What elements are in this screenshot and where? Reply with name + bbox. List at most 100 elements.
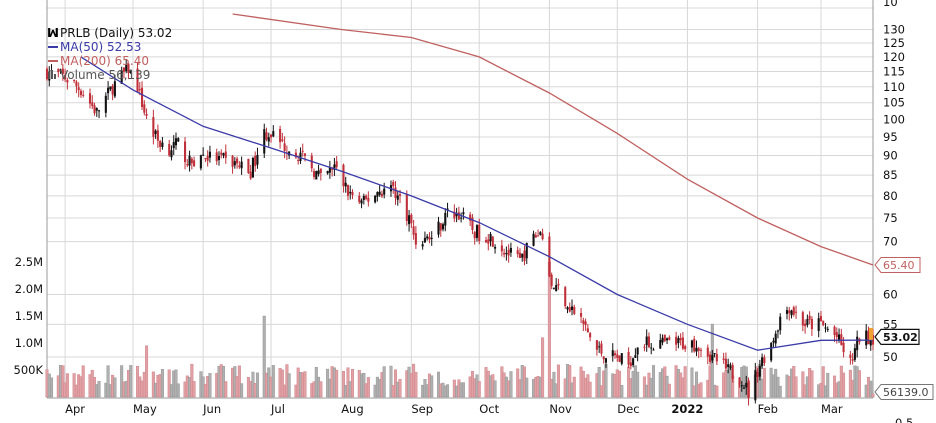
candle-body [505,253,508,255]
volume-bar [597,367,601,398]
candle-body [358,195,361,203]
candle-body [238,165,241,168]
candle-body [620,353,623,364]
candle-body [398,194,402,196]
candle-body [297,160,300,162]
x-tick-label: Oct [479,402,499,416]
candle-body [394,187,397,198]
volume-bar [414,371,418,398]
candle-body [636,347,639,355]
volume-bar [280,369,284,398]
grid [46,0,874,399]
candle-body [668,337,671,340]
volume-bar [174,369,178,398]
candle-body [810,319,813,330]
candle-body [154,130,157,134]
candle-body [679,338,682,341]
candle-body [392,182,395,187]
candle-body [294,152,297,158]
candle-body [312,171,316,177]
candle-body [79,90,82,96]
candle-body [690,340,694,348]
candle-body [589,333,592,338]
price-tick-label: 10 [883,0,898,9]
volume-bar [620,385,624,398]
candle-body [580,312,583,317]
candle-body [804,323,807,327]
candle-body [367,197,370,202]
candle-body [584,321,587,326]
candle-body [695,347,698,352]
candle-body [722,358,725,360]
candle-body [441,224,445,230]
volume-bar [255,372,259,398]
candle-body [127,63,130,74]
candle-body [842,342,845,353]
candle-body [88,93,92,104]
candle-body [437,221,440,235]
candle-body [666,338,669,341]
candle-body [374,195,377,203]
candle-body [650,347,653,349]
candle-body [475,225,479,238]
candle-body [183,141,187,163]
candle-body [460,217,463,219]
candle-body [317,170,320,175]
volume-bar [446,384,450,398]
volume-bar [192,381,196,398]
ma50-line [80,56,874,351]
candle-body [817,318,820,331]
candle-body [351,192,354,195]
candle-body [770,342,773,361]
volume-bar [794,376,798,398]
volume-bar [572,376,576,398]
candle-body [45,68,49,80]
candle-body [806,319,809,326]
candle-body [326,170,329,174]
candle-body [319,168,322,173]
candle-body [376,192,379,197]
legend-ma200: MA(200) 65.40 [60,54,149,68]
candle-body [174,138,178,146]
candle-body [473,232,476,239]
candle-body [254,155,257,167]
candle-body [516,250,519,255]
candle-body [681,337,684,349]
candle-body [534,235,537,238]
candle-body [396,195,399,200]
price-tick-label: 100 [883,112,905,126]
price-tick-label: 80 [883,189,898,203]
candle-body [346,184,350,196]
candle-body [776,330,780,332]
candle-body [269,134,273,138]
candle-body [568,307,571,312]
candle-body [582,320,585,324]
candle-body [586,328,589,333]
candle-body [97,110,101,112]
candle-body [566,307,569,310]
candle-body [61,68,64,74]
candle-body [303,153,307,156]
volume-bar [636,371,640,398]
candle-body [217,155,221,161]
volume-bar [810,370,814,398]
svg-text:65.40: 65.40 [883,259,915,272]
price-tick-label: 115 [883,65,905,79]
candle-body [706,347,709,357]
candle-body [188,155,191,166]
candle-body [824,327,827,329]
candle-body [602,356,605,360]
volume-bar [271,365,275,398]
candle-body [145,113,148,116]
volume-bar [120,365,124,398]
volume-bar [351,368,355,398]
candle-body [267,137,270,142]
candle-body [785,310,789,314]
candle-body [627,351,630,365]
candle-body [342,164,345,187]
candle-body [822,320,825,326]
volume-bar [509,371,513,398]
x-tick-label: Sep [411,402,433,416]
candle-body [140,87,144,107]
candle-body [365,195,368,199]
